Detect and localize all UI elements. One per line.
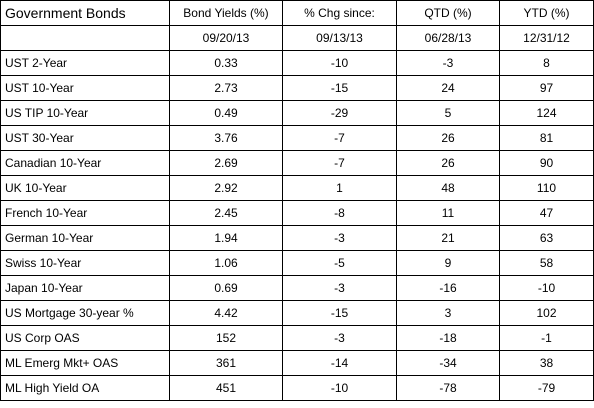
header-bond-yields: Bond Yields (%) <box>169 0 283 26</box>
bond-yield-cell: 0.69 <box>169 275 283 301</box>
pct-chg-cell: -7 <box>282 125 397 151</box>
qtd-cell: -3 <box>396 50 500 76</box>
subheader-date-1: 09/20/13 <box>169 25 283 51</box>
table-row: US Mortgage 30-year % 4.42 -15 3 102 <box>0 300 594 326</box>
ytd-cell: 58 <box>499 250 594 276</box>
bond-name-cell: UST 2-Year <box>0 50 170 76</box>
pct-chg-cell: -14 <box>282 350 397 376</box>
qtd-cell: 5 <box>396 100 500 126</box>
table-row: UK 10-Year 2.92 1 48 110 <box>0 175 594 201</box>
ytd-cell: 110 <box>499 175 594 201</box>
bond-yield-cell: 152 <box>169 325 283 351</box>
ytd-cell: 38 <box>499 350 594 376</box>
header-ytd: YTD (%) <box>499 0 594 26</box>
ytd-cell: -10 <box>499 275 594 301</box>
table-row: US TIP 10-Year 0.49 -29 5 124 <box>0 100 594 126</box>
subheader-row: 09/20/13 09/13/13 06/28/13 12/31/12 <box>0 25 594 51</box>
bond-yield-cell: 4.42 <box>169 300 283 326</box>
bond-name-cell: Japan 10-Year <box>0 275 170 301</box>
ytd-cell: -79 <box>499 375 594 401</box>
qtd-cell: 26 <box>396 125 500 151</box>
pct-chg-cell: -8 <box>282 200 397 226</box>
qtd-cell: 24 <box>396 75 500 101</box>
bond-name-cell: Canadian 10-Year <box>0 150 170 176</box>
header-pct-chg: % Chg since: <box>282 0 397 26</box>
bond-name-cell: UST 30-Year <box>0 125 170 151</box>
pct-chg-cell: -10 <box>282 375 397 401</box>
table-row: Japan 10-Year 0.69 -3 -16 -10 <box>0 275 594 301</box>
bond-name-cell: Swiss 10-Year <box>0 250 170 276</box>
ytd-cell: 81 <box>499 125 594 151</box>
pct-chg-cell: -10 <box>282 50 397 76</box>
ytd-cell: 97 <box>499 75 594 101</box>
bond-yield-cell: 0.49 <box>169 100 283 126</box>
bond-yield-cell: 451 <box>169 375 283 401</box>
ytd-cell: 102 <box>499 300 594 326</box>
bond-yield-cell: 0.33 <box>169 50 283 76</box>
header-qtd: QTD (%) <box>396 0 500 26</box>
table-row: UST 30-Year 3.76 -7 26 81 <box>0 125 594 151</box>
table-row: Canadian 10-Year 2.69 -7 26 90 <box>0 150 594 176</box>
bond-name-cell: US Mortgage 30-year % <box>0 300 170 326</box>
table-title: Government Bonds <box>0 0 170 26</box>
pct-chg-cell: -15 <box>282 300 397 326</box>
table-row: French 10-Year 2.45 -8 11 47 <box>0 200 594 226</box>
bond-yield-cell: 3.76 <box>169 125 283 151</box>
bond-yield-cell: 2.73 <box>169 75 283 101</box>
bond-yield-cell: 1.94 <box>169 225 283 251</box>
header-row: Government Bonds Bond Yields (%) % Chg s… <box>0 0 594 26</box>
ytd-cell: -1 <box>499 325 594 351</box>
qtd-cell: 48 <box>396 175 500 201</box>
title-cell-continuation <box>0 25 170 51</box>
pct-chg-cell: -3 <box>282 225 397 251</box>
bond-yield-cell: 361 <box>169 350 283 376</box>
bond-name-cell: UST 10-Year <box>0 75 170 101</box>
pct-chg-cell: -15 <box>282 75 397 101</box>
table-row: Swiss 10-Year 1.06 -5 9 58 <box>0 250 594 276</box>
bond-name-cell: German 10-Year <box>0 225 170 251</box>
table-row: ML Emerg Mkt+ OAS 361 -14 -34 38 <box>0 350 594 376</box>
bond-yield-cell: 2.69 <box>169 150 283 176</box>
bond-name-cell: ML Emerg Mkt+ OAS <box>0 350 170 376</box>
qtd-cell: -78 <box>396 375 500 401</box>
qtd-cell: 3 <box>396 300 500 326</box>
table-row: ML High Yield OA 451 -10 -78 -79 <box>0 375 594 401</box>
ytd-cell: 124 <box>499 100 594 126</box>
bond-yield-cell: 2.45 <box>169 200 283 226</box>
bond-name-cell: US Corp OAS <box>0 325 170 351</box>
table-row: US Corp OAS 152 -3 -18 -1 <box>0 325 594 351</box>
ytd-cell: 90 <box>499 150 594 176</box>
pct-chg-cell: -3 <box>282 275 397 301</box>
subheader-date-2: 09/13/13 <box>282 25 397 51</box>
table-row: UST 2-Year 0.33 -10 -3 8 <box>0 50 594 76</box>
qtd-cell: 9 <box>396 250 500 276</box>
table-body: UST 2-Year 0.33 -10 -3 8 UST 10-Year 2.73 -15 24… <box>0 50 594 401</box>
subheader-date-3: 06/28/13 <box>396 25 500 51</box>
ytd-cell: 47 <box>499 200 594 226</box>
bond-name-cell: UK 10-Year <box>0 175 170 201</box>
bond-name-cell: French 10-Year <box>0 200 170 226</box>
qtd-cell: -18 <box>396 325 500 351</box>
bond-yield-cell: 1.06 <box>169 250 283 276</box>
pct-chg-cell: -5 <box>282 250 397 276</box>
bond-yield-cell: 2.92 <box>169 175 283 201</box>
bond-name-cell: ML High Yield OA <box>0 375 170 401</box>
qtd-cell: 11 <box>396 200 500 226</box>
pct-chg-cell: 1 <box>282 175 397 201</box>
pct-chg-cell: -29 <box>282 100 397 126</box>
subheader-date-4: 12/31/12 <box>499 25 594 51</box>
qtd-cell: -16 <box>396 275 500 301</box>
ytd-cell: 63 <box>499 225 594 251</box>
qtd-cell: 21 <box>396 225 500 251</box>
pct-chg-cell: -7 <box>282 150 397 176</box>
bond-name-cell: US TIP 10-Year <box>0 100 170 126</box>
table-row: German 10-Year 1.94 -3 21 63 <box>0 225 594 251</box>
table-row: UST 10-Year 2.73 -15 24 97 <box>0 75 594 101</box>
pct-chg-cell: -3 <box>282 325 397 351</box>
ytd-cell: 8 <box>499 50 594 76</box>
qtd-cell: 26 <box>396 150 500 176</box>
qtd-cell: -34 <box>396 350 500 376</box>
